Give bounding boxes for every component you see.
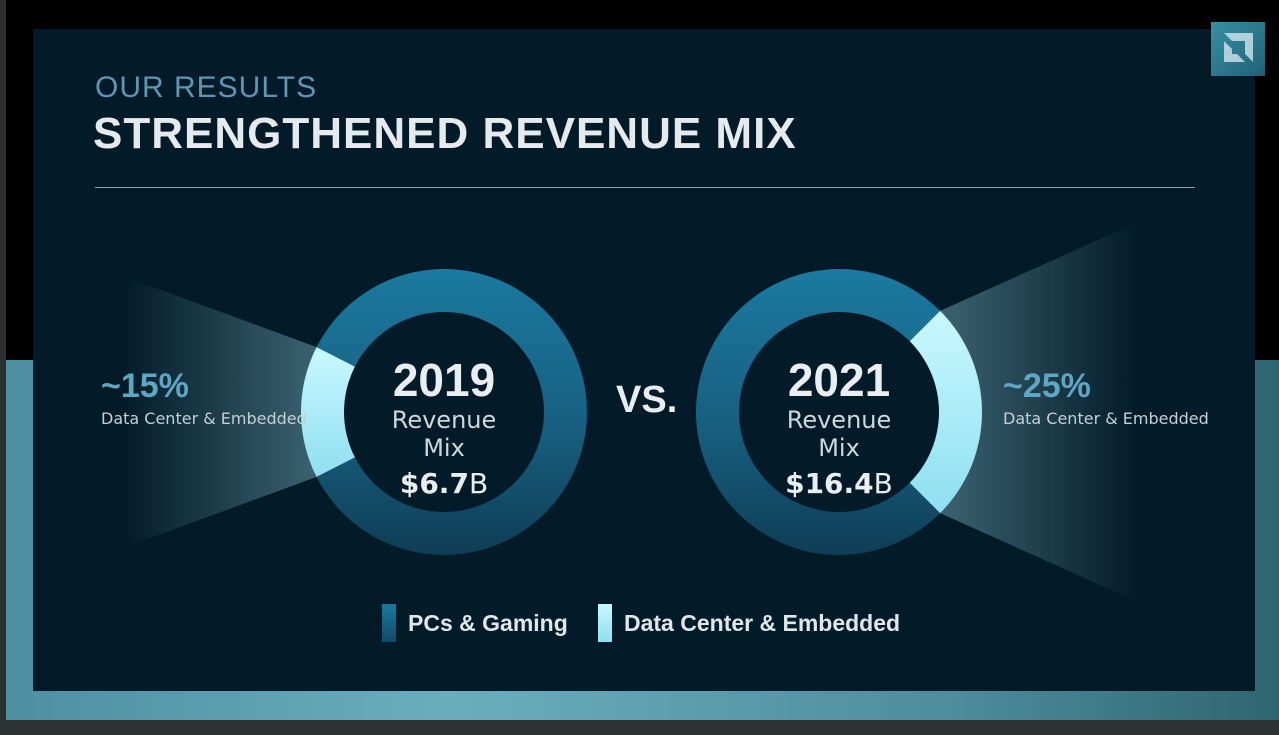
slide-canvas: OUR RESULTS STRENGTHENED REVENUE MIX (33, 29, 1255, 691)
revenue-mix-label-2021: Revenue Mix (786, 406, 892, 462)
brand-logo (1211, 22, 1265, 76)
slide-title: STRENGTHENED REVENUE MIX (93, 109, 797, 158)
callout-pct-2021: ~25% (1003, 367, 1091, 405)
callout-beam-2019 (123, 276, 317, 548)
donut-slice-data-center-2019 (300, 347, 355, 477)
legend-label-data-center: Data Center & Embedded (624, 609, 901, 636)
legend-label-pcs-gaming: PCs & Gaming (408, 609, 568, 636)
callout-2021: ~25% Data Center & Embedded (1003, 367, 1209, 428)
title-divider (95, 187, 1195, 188)
year-label-2019: 2019 (392, 354, 496, 406)
donut-slice-pcs-gaming-2021 (696, 268, 941, 555)
callout-label-2021: Data Center & Embedded (1003, 409, 1209, 428)
callout-pct-2019: ~15% (101, 367, 189, 405)
window-left-edge (0, 0, 6, 735)
donut-center-2019: 2019 Revenue Mix $6.7B (376, 354, 512, 504)
year-label-2021: 2021 (787, 354, 891, 406)
legend-item-data-center: Data Center & Embedded (598, 604, 900, 642)
legend-swatch-pcs-gaming (382, 604, 396, 642)
donut-center-2021: 2021 Revenue Mix $16.4B (766, 354, 912, 504)
callout-beam-2021 (940, 222, 1138, 602)
callout-2019: ~15% Data Center & Embedded (101, 367, 307, 428)
versus-label: VS. (616, 379, 678, 421)
donut-slice-data-center-2021 (909, 310, 982, 514)
revenue-mix-chart (123, 222, 1138, 602)
callout-label-2019: Data Center & Embedded (101, 409, 307, 428)
revenue-total-2019: $6.7B (399, 467, 489, 500)
legend-swatch-data-center (598, 604, 612, 642)
brand-logo-icon (1224, 33, 1253, 62)
revenue-total-2021: $16.4B (785, 467, 893, 500)
revenue-mix-label-2019: Revenue Mix (391, 406, 497, 462)
donut-slice-pcs-gaming-2019 (316, 269, 588, 555)
legend-item-pcs-gaming: PCs & Gaming (382, 604, 568, 642)
slide-kicker: OUR RESULTS (95, 71, 318, 104)
window-bottom-edge (0, 720, 1279, 735)
